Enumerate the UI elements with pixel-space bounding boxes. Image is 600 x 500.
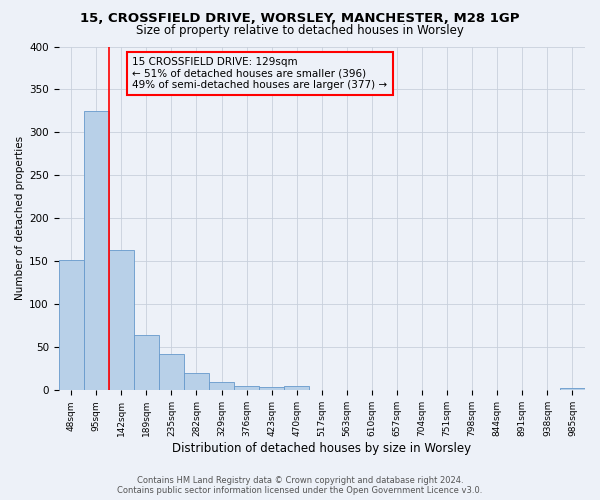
Bar (209, 382, 234, 390)
Bar (234, 386, 259, 390)
Text: 15 CROSSFIELD DRIVE: 129sqm
← 51% of detached houses are smaller (396)
49% of se: 15 CROSSFIELD DRIVE: 129sqm ← 51% of det… (133, 57, 388, 90)
Bar (159, 354, 184, 391)
Bar (134, 336, 159, 390)
Bar (109, 250, 134, 390)
Bar (84, 111, 109, 390)
Bar (560, 388, 585, 390)
Text: 15, CROSSFIELD DRIVE, WORSLEY, MANCHESTER, M28 1GP: 15, CROSSFIELD DRIVE, WORSLEY, MANCHESTE… (80, 12, 520, 26)
Y-axis label: Number of detached properties: Number of detached properties (15, 136, 25, 300)
X-axis label: Distribution of detached houses by size in Worsley: Distribution of detached houses by size … (172, 442, 472, 455)
Bar (59, 260, 84, 390)
Bar (284, 386, 309, 390)
Text: Size of property relative to detached houses in Worsley: Size of property relative to detached ho… (136, 24, 464, 37)
Bar (184, 373, 209, 390)
Bar (259, 387, 284, 390)
Text: Contains HM Land Registry data © Crown copyright and database right 2024.
Contai: Contains HM Land Registry data © Crown c… (118, 476, 482, 495)
